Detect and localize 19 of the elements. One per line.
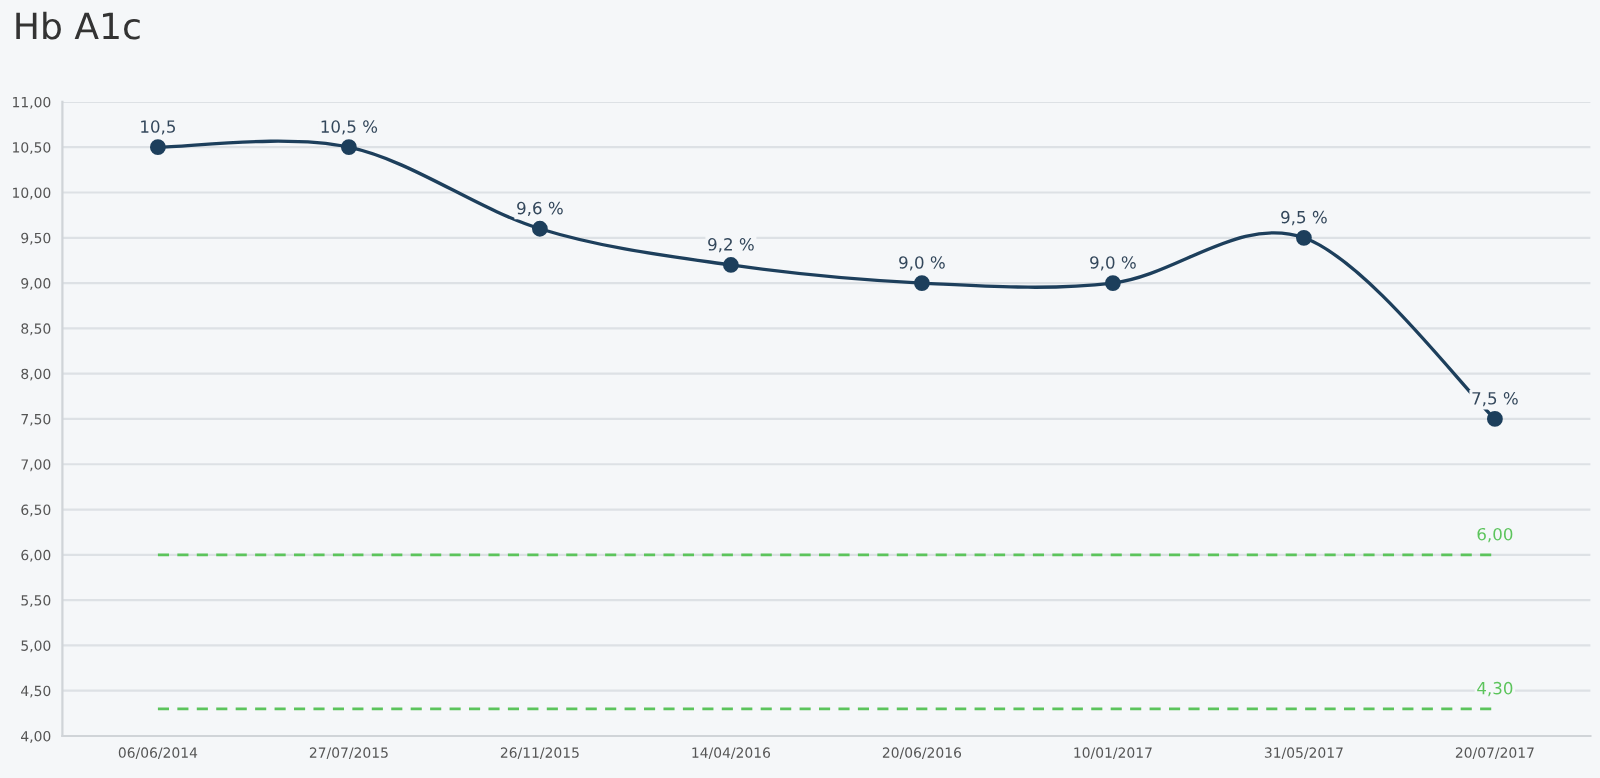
point xyxy=(341,139,357,156)
data-label: 9,5 % xyxy=(1281,210,1327,226)
data-label: 9,6 % xyxy=(517,201,563,217)
point xyxy=(1487,411,1503,427)
point xyxy=(532,220,548,237)
point xyxy=(1105,275,1121,291)
data-label: 9,0 % xyxy=(899,256,945,271)
data-label: 4,30 xyxy=(1477,681,1513,697)
point xyxy=(723,257,739,273)
data-label: 9,2 % xyxy=(708,238,754,253)
point xyxy=(914,275,930,291)
chart-title: Hb A1c xyxy=(16,11,140,40)
data-label: 7,5 % xyxy=(1472,392,1518,407)
data-label: 10,5 xyxy=(141,120,175,135)
data-label: 10,5 % xyxy=(321,120,378,135)
point xyxy=(150,139,166,156)
data-label: 6,00 xyxy=(1477,527,1513,543)
data-label: 9,0 % xyxy=(1090,256,1136,271)
point xyxy=(1296,229,1312,246)
